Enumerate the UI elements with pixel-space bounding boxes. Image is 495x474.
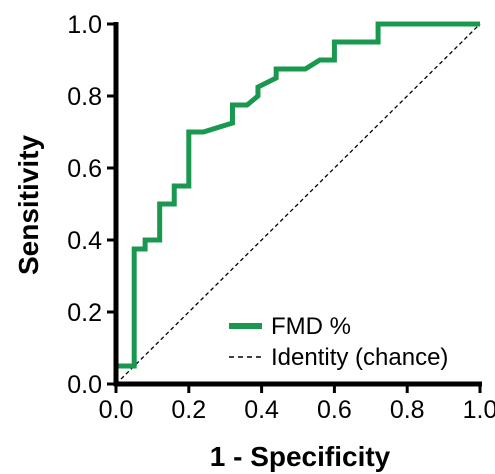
series-layer bbox=[113, 21, 481, 385]
ticks-layer: 0.0 0.2 0.4 0.6 0.8 1.0 0.0 0.2 0.4 0.6 0.8 1.0 bbox=[67, 11, 495, 424]
y-tick-label: 0.6 bbox=[67, 155, 102, 183]
fmd-roc-line bbox=[113, 21, 480, 384]
y-axis-title: Sensitivity bbox=[13, 135, 44, 275]
x-tick-label: 0.6 bbox=[317, 396, 352, 424]
x-tick-label: 0.2 bbox=[171, 396, 206, 424]
legend-label-fmd: FMD % bbox=[271, 313, 351, 340]
x-tick-label: 1.0 bbox=[463, 396, 495, 424]
axes-layer bbox=[113, 22, 482, 387]
x-tick-label: 0.4 bbox=[244, 396, 279, 424]
y-tick-label: 1.0 bbox=[67, 11, 102, 39]
legend: FMD % Identity (chance) bbox=[229, 313, 448, 371]
legend-label-identity: Identity (chance) bbox=[271, 344, 448, 371]
y-tick-label: 0.2 bbox=[67, 299, 102, 327]
y-tick-label: 0.0 bbox=[67, 371, 102, 399]
x-axis-title: 1 - Specificity bbox=[210, 441, 391, 472]
x-tick-label: 0.8 bbox=[390, 396, 425, 424]
x-tick-label: 0.0 bbox=[99, 396, 134, 424]
identity-line bbox=[115, 23, 481, 385]
y-tick-label: 0.8 bbox=[67, 83, 102, 111]
y-tick-label: 0.4 bbox=[67, 227, 102, 255]
